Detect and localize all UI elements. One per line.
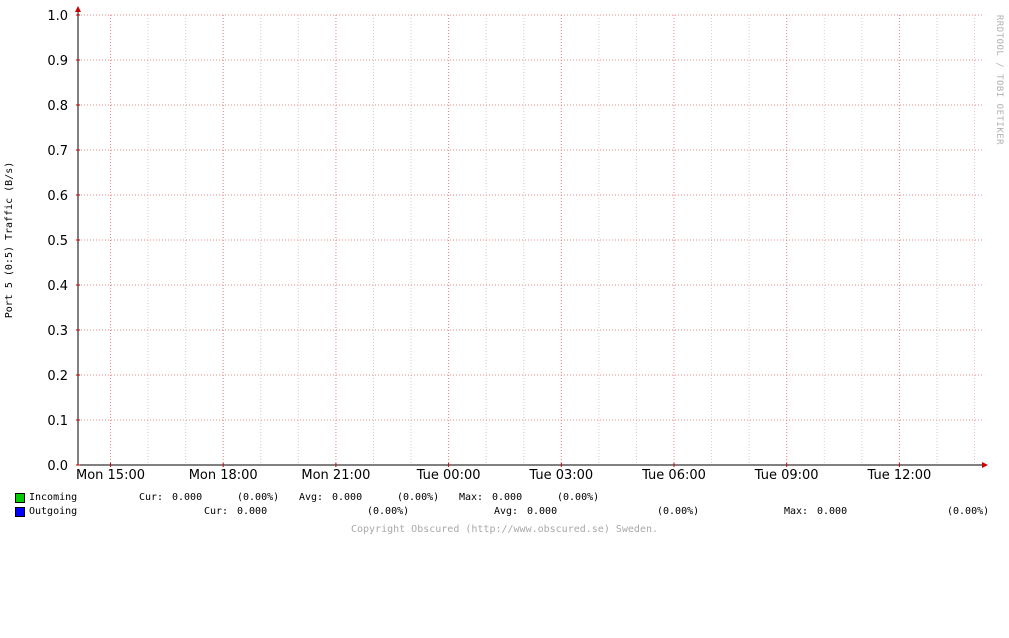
x-tick-label: Tue 12:00: [866, 468, 931, 483]
incoming-swatch: [15, 493, 25, 503]
x-tick-label: Mon 21:00: [301, 468, 370, 483]
rrdtool-watermark: RRDTOOL / TOBI OETIKER: [994, 15, 1004, 145]
x-tick-labels: Mon 15:00 Mon 18:00 Mon 21:00 Tue 00:00 Tue …: [76, 468, 931, 483]
x-tick-label: Mon 15:00: [76, 468, 145, 483]
y-tick-label: 0.5: [47, 234, 68, 249]
y-tick-label: 0.3: [47, 324, 68, 339]
y-tick-label: 0.2: [47, 369, 68, 384]
outgoing-avg-pct: (0.00%): [657, 506, 700, 517]
x-tick-label: Mon 18:00: [189, 468, 258, 483]
legend-outgoing: Outgoing Cur: 0.000 (0.00%) Avg: 0.000 (…: [15, 506, 1005, 519]
outgoing-swatch: [15, 507, 25, 517]
outgoing-avg-label: Avg:: [494, 506, 519, 517]
incoming-max-pct: (0.00%): [557, 492, 600, 503]
incoming-cur-value: 0.000: [172, 492, 203, 503]
x-axis-arrow: [982, 462, 988, 468]
y-tick-label: 0.9: [47, 54, 68, 69]
x-tick-label: Tue 00:00: [416, 468, 481, 483]
incoming-avg-value: 0.000: [332, 492, 363, 503]
copyright-notice: Copyright Obscured (http://www.obscured.…: [350, 524, 659, 535]
outgoing-max-label: Max:: [784, 506, 809, 517]
axes: [75, 6, 988, 468]
incoming-cur-pct: (0.00%): [237, 492, 280, 503]
y-tick-labels: 0.0 0.1 0.2 0.3 0.4 0.5 0.6 0.7 0.8 0.9 1.0: [47, 9, 68, 474]
incoming-max-label: Max:: [459, 492, 484, 503]
outgoing-max-value: 0.000: [817, 506, 848, 517]
outgoing-name: Outgoing: [29, 506, 78, 517]
x-tick-label: Tue 09:00: [754, 468, 819, 483]
incoming-avg-label: Avg:: [299, 492, 324, 503]
incoming-avg-pct: (0.00%): [397, 492, 440, 503]
incoming-name: Incoming: [29, 492, 78, 503]
legend-incoming: Incoming Cur: 0.000 (0.00%) Avg: 0.000 (…: [15, 492, 1005, 505]
outgoing-cur-value: 0.000: [237, 506, 268, 517]
x-tick-label: Tue 03:00: [528, 468, 593, 483]
y-tick-label: 0.4: [47, 279, 68, 294]
y-tick-label: 0.1: [47, 414, 68, 429]
y-tick-label: 0.8: [47, 99, 68, 114]
incoming-cur-label: Cur:: [139, 492, 164, 503]
incoming-max-value: 0.000: [492, 492, 523, 503]
y-axis-label: Port 5 (0:5) Traffic (B/s): [4, 162, 15, 319]
outgoing-max-pct: (0.00%): [947, 506, 990, 517]
y-tick-label: 1.0: [47, 9, 68, 24]
y-axis-arrow: [75, 6, 81, 12]
y-tick-label: 0.0: [47, 459, 68, 474]
outgoing-avg-value: 0.000: [527, 506, 558, 517]
outgoing-cur-pct: (0.00%): [367, 506, 410, 517]
traffic-chart: 0.0 0.1 0.2 0.3 0.4 0.5 0.6 0.7 0.8 0.9 1.0 Mon 15…: [4, 6, 1004, 483]
x-tick-label: Tue 06:00: [641, 468, 706, 483]
outgoing-cur-label: Cur:: [204, 506, 229, 517]
major-grid: [78, 14, 982, 465]
y-tick-label: 0.7: [47, 144, 68, 159]
y-tick-label: 0.6: [47, 189, 68, 204]
